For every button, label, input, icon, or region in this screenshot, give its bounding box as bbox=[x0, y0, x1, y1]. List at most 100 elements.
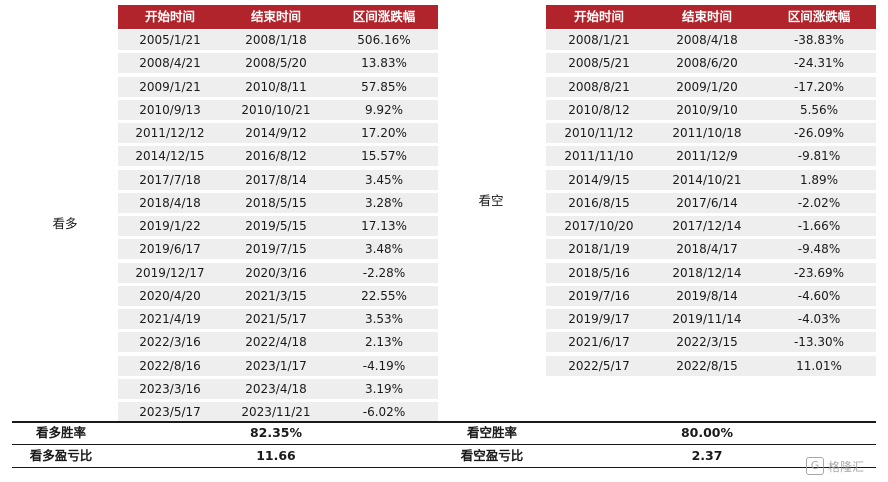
cell-start: 2019/7/16 bbox=[568, 289, 630, 303]
cell-end: 2011/12/9 bbox=[676, 149, 738, 163]
table-row bbox=[118, 146, 438, 166]
cell-change: -24.31% bbox=[793, 56, 845, 70]
bull-pl-label: 看多盈亏比 bbox=[29, 448, 93, 463]
cell-change: 3.19% bbox=[364, 382, 404, 396]
cell-end: 2008/1/18 bbox=[245, 33, 307, 47]
cell-start: 2014/9/15 bbox=[568, 173, 630, 187]
cell-start: 2022/8/16 bbox=[139, 359, 201, 373]
right-header-start: 开始时间 bbox=[573, 9, 624, 24]
cell-start: 2011/12/12 bbox=[135, 126, 205, 140]
cell-end: 2008/4/18 bbox=[676, 33, 738, 47]
table-row bbox=[118, 193, 438, 213]
cell-end: 2011/10/18 bbox=[672, 126, 742, 140]
watermark-text: 格隆汇 bbox=[828, 459, 865, 474]
cell-change: 3.53% bbox=[364, 312, 404, 326]
cell-end: 2010/8/11 bbox=[245, 80, 307, 94]
table-row bbox=[118, 100, 438, 120]
table-row bbox=[546, 332, 876, 352]
table-row bbox=[546, 146, 876, 166]
cell-start: 2010/8/12 bbox=[568, 103, 630, 117]
bear-pl-label: 看空盈亏比 bbox=[460, 448, 524, 463]
cell-change: 5.56% bbox=[799, 103, 839, 117]
bear-win-value: 80.00% bbox=[680, 425, 734, 440]
cell-start: 2019/6/17 bbox=[139, 242, 201, 256]
cell-start: 2010/9/13 bbox=[139, 103, 201, 117]
table-row bbox=[118, 356, 438, 376]
cell-start: 2022/3/16 bbox=[139, 335, 201, 349]
cell-change: 57.85% bbox=[361, 80, 407, 94]
table-row bbox=[546, 77, 876, 97]
summary-bottom-rule bbox=[12, 467, 876, 468]
cell-change: 17.13% bbox=[361, 219, 407, 233]
cell-start: 2008/4/21 bbox=[139, 56, 201, 70]
cell-end: 2023/11/21 bbox=[241, 405, 311, 419]
left-header-start: 开始时间 bbox=[144, 9, 195, 24]
cell-start: 2019/1/22 bbox=[139, 219, 201, 233]
cell-start: 2014/12/15 bbox=[135, 149, 205, 163]
table-row bbox=[546, 239, 876, 259]
cell-end: 2017/6/14 bbox=[676, 196, 738, 210]
cell-start: 2021/6/17 bbox=[568, 335, 630, 349]
cell-start: 2017/10/20 bbox=[564, 219, 634, 233]
cell-change: 3.48% bbox=[364, 242, 404, 256]
cell-end: 2019/5/15 bbox=[245, 219, 307, 233]
bear-pl-value: 2.37 bbox=[691, 448, 723, 463]
cell-start: 2023/5/17 bbox=[139, 405, 201, 419]
cell-change: -13.30% bbox=[793, 335, 845, 349]
cell-change: -26.09% bbox=[793, 126, 845, 140]
cell-change: 22.55% bbox=[361, 289, 407, 303]
cell-end: 2022/4/18 bbox=[245, 335, 307, 349]
cell-start: 2011/11/10 bbox=[564, 149, 634, 163]
right-header-end: 结束时间 bbox=[681, 9, 732, 24]
cell-change: -1.66% bbox=[797, 219, 841, 233]
left-header-change: 区间涨跌幅 bbox=[352, 9, 416, 24]
bull-pl-value: 11.66 bbox=[256, 448, 296, 463]
table-row bbox=[118, 379, 438, 399]
cell-change: 9.92% bbox=[364, 103, 404, 117]
cell-start: 2008/8/21 bbox=[568, 80, 630, 94]
cell-change: 13.83% bbox=[361, 56, 407, 70]
cell-change: -2.28% bbox=[362, 266, 406, 280]
cell-end: 2017/8/14 bbox=[245, 173, 307, 187]
cell-end: 2023/1/17 bbox=[245, 359, 307, 373]
cell-change: -17.20% bbox=[793, 80, 845, 94]
cell-end: 2019/7/15 bbox=[245, 242, 307, 256]
cell-start: 2019/9/17 bbox=[568, 312, 630, 326]
cell-change: 3.28% bbox=[364, 196, 404, 210]
cell-change: 3.45% bbox=[364, 173, 404, 187]
cell-end: 2018/4/17 bbox=[676, 242, 738, 256]
bear-group-label: 看空 bbox=[478, 193, 504, 208]
table-row bbox=[546, 100, 876, 120]
cell-start: 2010/11/12 bbox=[564, 126, 634, 140]
cell-change: -9.48% bbox=[797, 242, 841, 256]
cell-change: -4.60% bbox=[797, 289, 841, 303]
cell-change: -6.02% bbox=[362, 405, 406, 419]
cell-change: -4.19% bbox=[362, 359, 406, 373]
cell-change: 15.57% bbox=[361, 149, 407, 163]
summary-top-rule bbox=[12, 421, 876, 423]
bull-win-value: 82.35% bbox=[249, 425, 303, 440]
table-row bbox=[546, 170, 876, 190]
bull-group-label: 看多 bbox=[52, 216, 78, 231]
cell-end: 2010/10/21 bbox=[241, 103, 311, 117]
cell-end: 2018/5/15 bbox=[245, 196, 307, 210]
table-row bbox=[118, 77, 438, 97]
cell-end: 2021/5/17 bbox=[245, 312, 307, 326]
cell-end: 2009/1/20 bbox=[676, 80, 738, 94]
cell-change: -23.69% bbox=[793, 266, 845, 280]
cell-end: 2016/8/12 bbox=[245, 149, 307, 163]
cell-end: 2022/3/15 bbox=[676, 335, 738, 349]
cell-start: 2022/5/17 bbox=[568, 359, 630, 373]
cell-start: 2023/3/16 bbox=[139, 382, 201, 396]
cell-start: 2005/1/21 bbox=[139, 33, 201, 47]
left-header-end: 结束时间 bbox=[250, 9, 301, 24]
right-table-header: 开始时间 结束时间 区间涨跌幅 bbox=[546, 5, 876, 29]
cell-change: 1.89% bbox=[799, 173, 839, 187]
table-row bbox=[546, 263, 876, 283]
table-row bbox=[118, 216, 438, 236]
cell-end: 2008/5/20 bbox=[245, 56, 307, 70]
table-row bbox=[118, 239, 438, 259]
cell-start: 2009/1/21 bbox=[139, 80, 201, 94]
cell-start: 2016/8/15 bbox=[568, 196, 630, 210]
table-row bbox=[118, 332, 438, 352]
